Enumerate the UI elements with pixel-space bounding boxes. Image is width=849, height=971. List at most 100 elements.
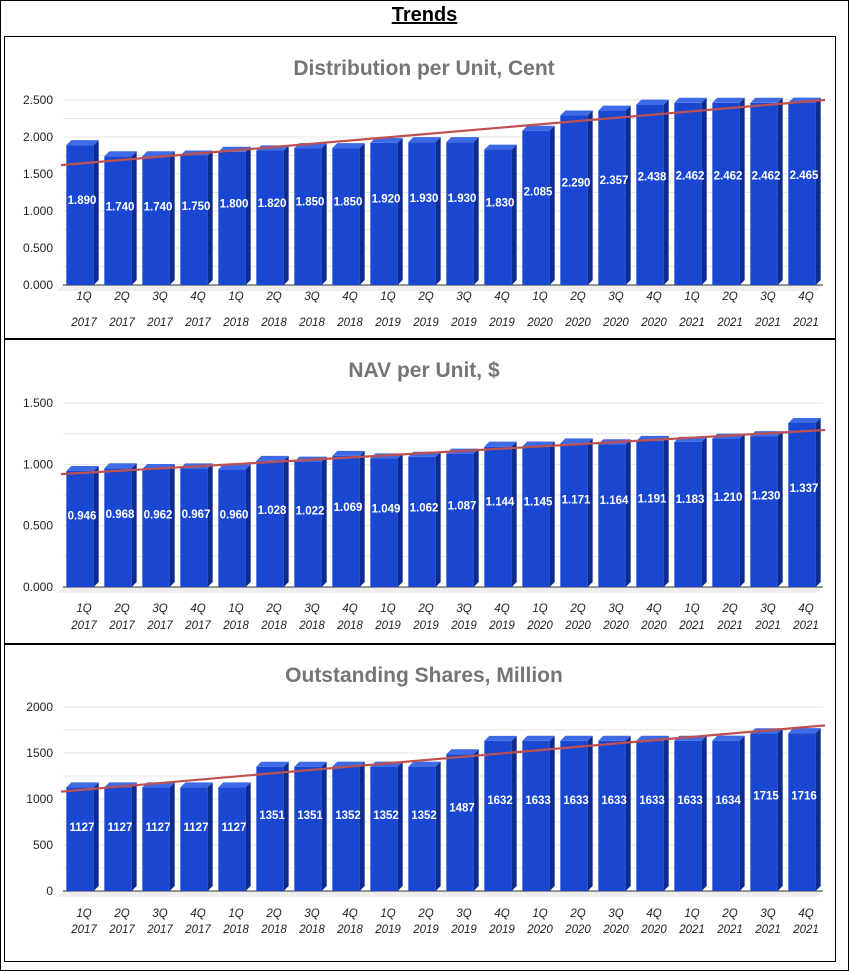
x-tick-label: 2017 <box>146 317 173 329</box>
data-label: 1.830 <box>486 197 515 209</box>
bar-side <box>549 735 555 891</box>
bar <box>256 766 284 891</box>
x-tick-label: 2020 <box>602 620 629 632</box>
x-tick-label: 2Q <box>113 908 129 920</box>
y-tick-label: 1.000 <box>23 457 53 471</box>
x-tick-label: 2021 <box>792 317 819 329</box>
bar-side <box>701 735 707 891</box>
bar <box>522 446 550 587</box>
bar-top <box>750 97 783 103</box>
bar-group <box>332 143 365 285</box>
bar-group <box>788 97 821 285</box>
data-label: 2.462 <box>714 170 743 182</box>
bar-group <box>598 105 631 285</box>
bar <box>484 149 512 285</box>
x-tick-label: 4Q <box>798 291 813 303</box>
bar-side <box>587 438 593 587</box>
data-label: 1352 <box>411 810 437 822</box>
bar-side <box>511 735 517 891</box>
data-label: 1.171 <box>562 495 591 507</box>
x-tick-label: 2018 <box>260 620 287 632</box>
bar <box>104 468 132 587</box>
x-tick-label: 3Q <box>304 603 319 615</box>
bar <box>446 453 474 587</box>
data-label: 1.028 <box>258 505 287 517</box>
x-tick-label: 2Q <box>721 908 737 920</box>
x-tick-label: 2021 <box>678 620 705 632</box>
x-tick-label: 3Q <box>152 291 167 303</box>
data-label: 1127 <box>222 822 247 834</box>
bar <box>484 740 512 891</box>
bar <box>408 456 436 587</box>
bar-group <box>408 761 441 891</box>
bar-side <box>359 450 365 587</box>
x-tick-label: 2017 <box>184 317 211 329</box>
bar-side <box>321 761 327 891</box>
bar <box>104 156 132 285</box>
x-tick-label: 3Q <box>760 291 775 303</box>
bar-group <box>560 735 593 891</box>
data-label: 1487 <box>449 803 475 815</box>
data-label: 2.462 <box>676 170 705 182</box>
bar-group <box>522 735 555 891</box>
x-tick-label: 1Q <box>228 908 243 920</box>
bar-group <box>484 144 517 285</box>
bar-side <box>663 99 669 285</box>
bar <box>750 102 778 285</box>
data-label: 0.962 <box>144 510 173 522</box>
bar-group <box>370 761 403 891</box>
x-tick-label: 2018 <box>298 620 325 632</box>
chart-title: Distribution per Unit, Cent <box>293 57 554 80</box>
data-label: 1633 <box>563 795 589 807</box>
x-tick-label: 2019 <box>488 317 515 329</box>
bar-side <box>587 735 593 891</box>
bar-group <box>218 146 251 285</box>
x-tick-label: 2018 <box>222 924 249 936</box>
bar-top <box>104 463 137 469</box>
bar-top <box>180 782 213 788</box>
x-tick-label: 2019 <box>374 620 401 632</box>
bar-side <box>321 143 327 285</box>
bar-side <box>587 110 593 285</box>
bar-group <box>180 463 213 587</box>
y-tick-label: 1.500 <box>23 396 53 410</box>
x-tick-label: 2020 <box>526 317 553 329</box>
data-label: 1351 <box>259 810 285 822</box>
x-tick-label: 4Q <box>190 603 205 615</box>
bar-side <box>625 735 631 891</box>
x-tick-label: 3Q <box>760 603 775 615</box>
data-label: 1.750 <box>182 201 211 213</box>
data-label: 0.960 <box>220 510 249 522</box>
bar-top <box>560 110 593 116</box>
x-tick-label: 2019 <box>412 620 439 632</box>
x-tick-label: 2020 <box>564 620 591 632</box>
bar <box>750 436 778 587</box>
bar <box>788 733 816 891</box>
data-label: 0.968 <box>106 509 135 521</box>
bar-group <box>712 97 745 285</box>
x-tick-label: 2019 <box>374 924 401 936</box>
y-tick-label: 0.500 <box>23 241 53 255</box>
x-tick-label: 2020 <box>564 924 591 936</box>
bar-top <box>712 97 745 103</box>
bar <box>218 151 246 285</box>
bar-group <box>636 435 669 587</box>
bar-group <box>294 143 327 285</box>
y-tick-label: 0.000 <box>23 580 53 594</box>
x-tick-label: 2018 <box>260 317 287 329</box>
bar <box>674 102 702 285</box>
data-label: 1352 <box>335 810 361 822</box>
bar-side <box>625 105 631 285</box>
x-tick-label: 4Q <box>342 291 357 303</box>
bar <box>598 444 626 587</box>
bar-side <box>473 448 479 587</box>
bar-group <box>712 735 745 891</box>
bar-side <box>93 465 99 587</box>
x-tick-label: 3Q <box>456 908 471 920</box>
bar-group <box>370 453 403 587</box>
bar <box>408 142 436 285</box>
x-tick-label: 2021 <box>792 924 819 936</box>
x-tick-label: 1Q <box>532 291 547 303</box>
x-tick-label: 2018 <box>336 317 363 329</box>
bar-top <box>522 735 555 741</box>
